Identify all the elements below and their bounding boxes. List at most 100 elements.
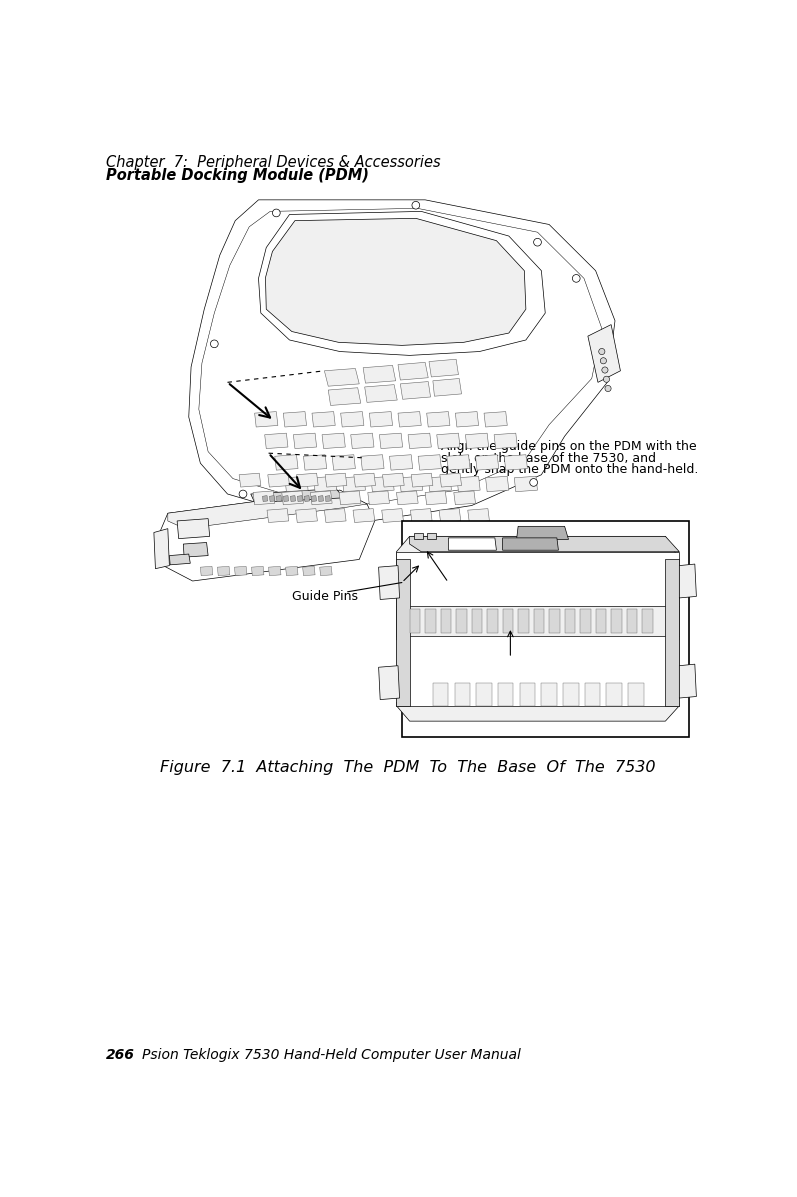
Circle shape xyxy=(273,209,281,217)
Text: Portable Docking Module (PDM): Portable Docking Module (PDM) xyxy=(106,169,369,183)
Polygon shape xyxy=(476,455,499,470)
Text: 266: 266 xyxy=(106,1049,135,1063)
Polygon shape xyxy=(268,473,289,487)
Polygon shape xyxy=(534,609,544,632)
Polygon shape xyxy=(351,433,374,449)
Polygon shape xyxy=(325,473,347,487)
Polygon shape xyxy=(275,455,298,470)
Polygon shape xyxy=(595,609,607,632)
Polygon shape xyxy=(365,384,397,402)
Polygon shape xyxy=(379,566,399,600)
Circle shape xyxy=(412,201,420,209)
Polygon shape xyxy=(297,496,303,502)
Polygon shape xyxy=(503,609,513,632)
Bar xyxy=(402,521,689,736)
Polygon shape xyxy=(414,533,422,540)
Polygon shape xyxy=(267,509,289,522)
Polygon shape xyxy=(320,566,332,576)
Polygon shape xyxy=(324,509,346,522)
Polygon shape xyxy=(425,491,447,505)
Polygon shape xyxy=(396,606,679,637)
Polygon shape xyxy=(498,682,513,706)
Polygon shape xyxy=(457,476,480,492)
Polygon shape xyxy=(262,496,268,502)
Polygon shape xyxy=(282,491,304,505)
Text: gently snap the PDM onto the hand-held.: gently snap the PDM onto the hand-held. xyxy=(441,463,698,476)
Polygon shape xyxy=(183,542,208,557)
Polygon shape xyxy=(607,682,622,706)
Polygon shape xyxy=(520,682,535,706)
Polygon shape xyxy=(239,473,261,487)
Polygon shape xyxy=(252,566,264,576)
Polygon shape xyxy=(626,609,638,632)
Polygon shape xyxy=(439,509,461,522)
Circle shape xyxy=(534,238,541,247)
Text: Guide Pins: Guide Pins xyxy=(292,590,358,603)
Polygon shape xyxy=(154,529,170,569)
Polygon shape xyxy=(472,609,482,632)
Polygon shape xyxy=(514,476,537,492)
Polygon shape xyxy=(398,412,422,427)
Polygon shape xyxy=(379,433,402,449)
Polygon shape xyxy=(310,491,332,505)
Polygon shape xyxy=(410,609,421,632)
Circle shape xyxy=(605,385,611,391)
Polygon shape xyxy=(318,496,324,502)
Polygon shape xyxy=(342,476,366,492)
Polygon shape xyxy=(465,433,489,449)
Polygon shape xyxy=(468,509,489,522)
Polygon shape xyxy=(477,682,492,706)
Circle shape xyxy=(603,376,610,382)
Polygon shape xyxy=(449,537,497,551)
Polygon shape xyxy=(303,566,315,576)
Polygon shape xyxy=(290,496,296,502)
Polygon shape xyxy=(155,490,375,581)
Polygon shape xyxy=(339,491,361,505)
Polygon shape xyxy=(312,412,336,427)
Circle shape xyxy=(210,340,218,347)
Circle shape xyxy=(602,367,608,373)
Polygon shape xyxy=(564,609,575,632)
Polygon shape xyxy=(361,455,384,470)
Polygon shape xyxy=(296,509,317,522)
Polygon shape xyxy=(218,566,230,576)
Polygon shape xyxy=(285,566,298,576)
Polygon shape xyxy=(437,433,460,449)
Polygon shape xyxy=(433,378,461,396)
Polygon shape xyxy=(580,609,591,632)
Polygon shape xyxy=(168,490,367,529)
Polygon shape xyxy=(234,566,247,576)
Circle shape xyxy=(239,490,247,498)
Polygon shape xyxy=(396,491,418,505)
Polygon shape xyxy=(396,559,410,706)
Polygon shape xyxy=(399,476,422,492)
Polygon shape xyxy=(322,433,345,449)
Circle shape xyxy=(599,348,605,354)
Polygon shape xyxy=(585,682,600,706)
Polygon shape xyxy=(265,218,526,346)
Polygon shape xyxy=(363,365,395,383)
Polygon shape xyxy=(679,564,697,598)
Polygon shape xyxy=(258,212,545,356)
Polygon shape xyxy=(304,455,327,470)
Polygon shape xyxy=(170,554,190,565)
Polygon shape xyxy=(285,476,308,492)
Text: Chapter  7:  Peripheral Devices & Accessories: Chapter 7: Peripheral Devices & Accessor… xyxy=(106,156,441,170)
Polygon shape xyxy=(588,324,620,382)
Polygon shape xyxy=(455,412,479,427)
Polygon shape xyxy=(426,412,450,427)
Polygon shape xyxy=(487,609,498,632)
Polygon shape xyxy=(428,476,451,492)
Polygon shape xyxy=(251,488,344,503)
Polygon shape xyxy=(518,609,529,632)
Polygon shape xyxy=(549,609,560,632)
Polygon shape xyxy=(265,433,288,449)
Polygon shape xyxy=(324,369,359,387)
Polygon shape xyxy=(311,496,316,502)
Polygon shape xyxy=(269,566,281,576)
Polygon shape xyxy=(484,412,507,427)
Polygon shape xyxy=(418,455,442,470)
Text: Figure  7.1  Attaching  The  PDM  To  The  Base  Of  The  7530: Figure 7.1 Attaching The PDM To The Base… xyxy=(160,760,656,774)
Circle shape xyxy=(572,274,580,282)
Polygon shape xyxy=(283,412,307,427)
